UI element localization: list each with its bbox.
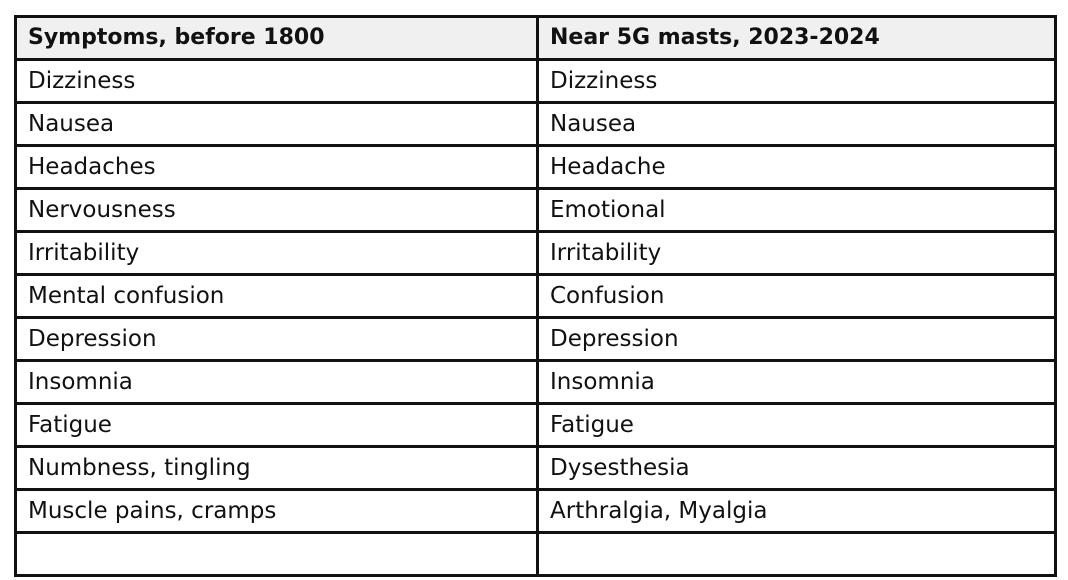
cell-near-5g: Irritability — [536, 230, 1057, 276]
cell-near-5g: Arthralgia, Myalgia — [536, 488, 1057, 534]
cell-before-1800: Headaches — [14, 144, 539, 190]
header-near-5g-masts: Near 5G masts, 2023-2024 — [536, 15, 1057, 61]
table-row: Mental confusion Confusion — [14, 273, 1057, 319]
cell-near-5g: Headache — [536, 144, 1057, 190]
cell-near-5g: Confusion — [536, 273, 1057, 319]
table-row-cut-off — [14, 531, 1057, 577]
cell-before-1800: Insomnia — [14, 359, 539, 405]
cell-near-5g: Dizziness — [536, 58, 1057, 104]
cell-near-5g: Dysesthesia — [536, 445, 1057, 491]
table-row: Numbness, tingling Dysesthesia — [14, 445, 1057, 491]
cell-before-1800: Dizziness — [14, 58, 539, 104]
table-row: Nausea Nausea — [14, 101, 1057, 147]
cell-empty — [14, 531, 539, 577]
cell-near-5g: Nausea — [536, 101, 1057, 147]
symptoms-comparison-table: Symptoms, before 1800 Near 5G masts, 202… — [14, 15, 1057, 577]
cell-near-5g: Emotional — [536, 187, 1057, 233]
cell-before-1800: Numbness, tingling — [14, 445, 539, 491]
table-row: Fatigue Fatigue — [14, 402, 1057, 448]
symptoms-table-container: Symptoms, before 1800 Near 5G masts, 202… — [14, 15, 1057, 577]
header-symptoms-before-1800: Symptoms, before 1800 — [14, 15, 539, 61]
cell-before-1800: Irritability — [14, 230, 539, 276]
table-row: Headaches Headache — [14, 144, 1057, 190]
table-row: Dizziness Dizziness — [14, 58, 1057, 104]
table-row: Insomnia Insomnia — [14, 359, 1057, 405]
table-row: Nervousness Emotional — [14, 187, 1057, 233]
cell-before-1800: Muscle pains, cramps — [14, 488, 539, 534]
cell-before-1800: Nausea — [14, 101, 539, 147]
cell-before-1800: Nervousness — [14, 187, 539, 233]
table-header-row: Symptoms, before 1800 Near 5G masts, 202… — [14, 15, 1057, 61]
cell-empty — [536, 531, 1057, 577]
cell-near-5g: Depression — [536, 316, 1057, 362]
cell-before-1800: Depression — [14, 316, 539, 362]
cell-before-1800: Mental confusion — [14, 273, 539, 319]
table-row: Muscle pains, cramps Arthralgia, Myalgia — [14, 488, 1057, 534]
table-row: Depression Depression — [14, 316, 1057, 362]
cell-near-5g: Insomnia — [536, 359, 1057, 405]
table-row: Irritability Irritability — [14, 230, 1057, 276]
cell-before-1800: Fatigue — [14, 402, 539, 448]
cell-near-5g: Fatigue — [536, 402, 1057, 448]
